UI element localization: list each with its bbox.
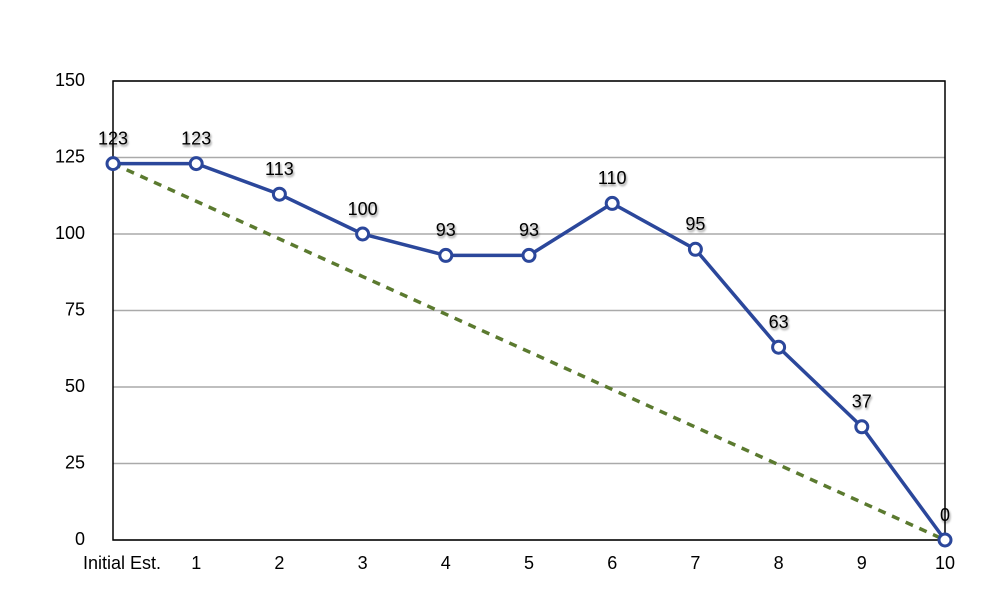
- data-point: [604, 195, 620, 211]
- data-label: 95: [685, 214, 705, 234]
- data-label: 110: [598, 168, 627, 188]
- x-tick-label: 7: [690, 553, 700, 573]
- data-label: 93: [519, 220, 539, 240]
- x-tick-label: 9: [857, 553, 867, 573]
- x-tick-label: 4: [441, 553, 451, 573]
- data-point: [937, 532, 953, 548]
- x-tick-label: 8: [774, 553, 784, 573]
- data-point: [687, 241, 703, 257]
- x-tick-label: 3: [358, 553, 368, 573]
- y-tick-label: 150: [55, 70, 85, 90]
- data-label: 0: [940, 505, 950, 525]
- x-tick-label: 10: [935, 553, 955, 573]
- data-label: 123: [181, 128, 211, 148]
- data-point: [771, 339, 787, 355]
- x-tick-label: 6: [607, 553, 617, 573]
- data-label: 113: [265, 159, 294, 179]
- data-label: 37: [852, 392, 872, 412]
- y-tick-label: 25: [65, 452, 85, 472]
- y-tick-label: 125: [55, 146, 85, 166]
- data-point: [854, 419, 870, 435]
- data-point: [188, 156, 204, 172]
- data-point: [105, 156, 121, 172]
- y-tick-label: 0: [75, 529, 85, 549]
- x-tick-label: 1: [191, 553, 201, 573]
- plot-frame: [112, 80, 946, 541]
- y-tick-label: 100: [55, 223, 85, 243]
- x-tick-label: 2: [274, 553, 284, 573]
- data-label: 93: [436, 220, 456, 240]
- series-line: [112, 162, 946, 542]
- y-tick-label: 75: [65, 299, 85, 319]
- y-tick-label: 50: [65, 376, 85, 396]
- data-label: 63: [769, 312, 789, 332]
- x-tick-label: Initial Est.: [83, 553, 161, 573]
- data-point: [438, 247, 454, 263]
- data-point: [355, 226, 371, 242]
- data-point: [271, 186, 287, 202]
- data-point: [521, 247, 537, 263]
- x-tick-label: 5: [524, 553, 534, 573]
- data-label: 100: [348, 199, 378, 219]
- data-label: 123: [98, 128, 128, 148]
